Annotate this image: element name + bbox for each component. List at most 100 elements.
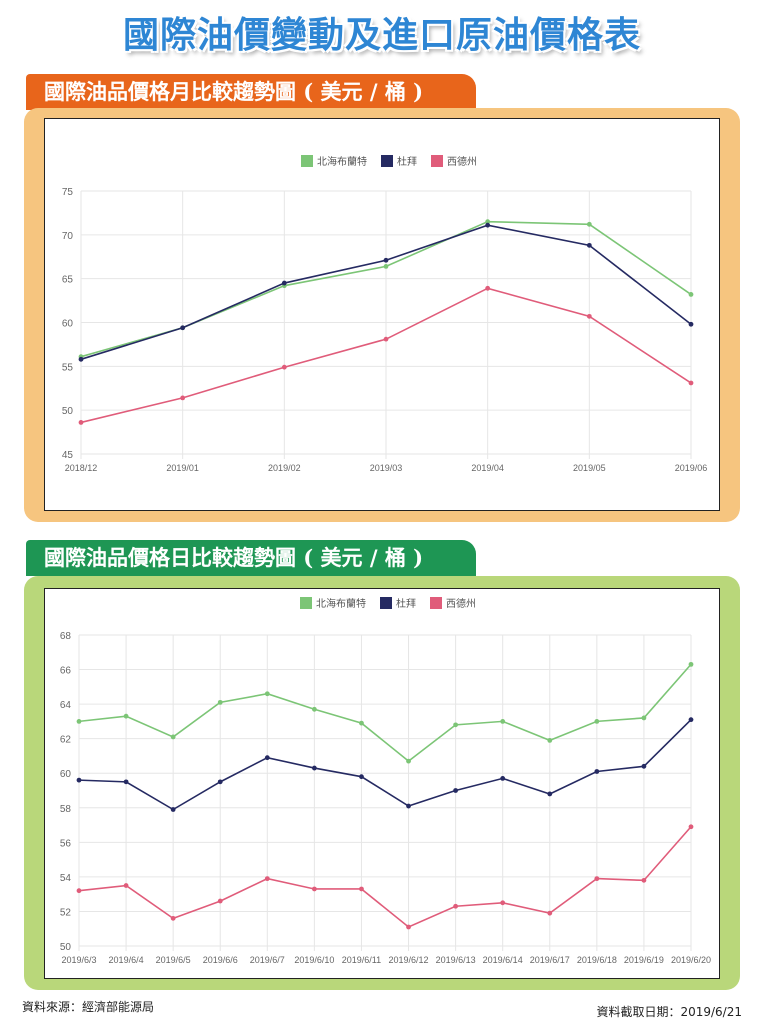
y-tick-label: 54: [60, 873, 72, 884]
y-tick-label: 64: [60, 700, 72, 711]
data-point: [485, 219, 491, 225]
y-tick-label: 65: [62, 275, 74, 286]
data-point: [500, 718, 506, 724]
data-point: [311, 886, 317, 892]
y-tick-label: 50: [62, 406, 74, 417]
data-point: [688, 321, 694, 327]
data-point: [594, 718, 600, 724]
data-point: [359, 886, 364, 892]
data-point: [641, 715, 647, 721]
x-tick-label: 2019/03: [370, 463, 403, 473]
data-point: [383, 336, 389, 342]
data-point: [217, 699, 223, 705]
data-point: [641, 877, 647, 883]
data-point: [688, 292, 694, 297]
data-point: [217, 779, 223, 785]
data-point: [586, 221, 592, 227]
data-point: [688, 717, 694, 723]
data-point: [453, 903, 459, 909]
data-point: [180, 395, 186, 401]
data-point: [586, 242, 592, 248]
x-tick-label: 2019/6/19: [624, 955, 664, 965]
y-tick-label: 68: [60, 631, 72, 642]
data-point: [500, 900, 506, 906]
data-point: [383, 263, 389, 269]
data-point: [406, 758, 411, 764]
legend-label: 西德州: [447, 155, 477, 168]
x-tick-label: 2019/02: [268, 463, 301, 473]
legend-swatch: [301, 155, 313, 167]
data-point: [485, 285, 491, 291]
x-tick-label: 2018/12: [65, 463, 98, 473]
data-point: [170, 915, 176, 921]
monthly-chart-heading: 國際油品價格月比較趨勢圖 ( 美元 / 桶 ): [26, 74, 476, 110]
legend-swatch: [380, 597, 392, 609]
data-point: [485, 222, 491, 228]
data-point: [594, 876, 600, 882]
data-point: [594, 769, 600, 774]
legend-label: 北海布蘭特: [317, 155, 367, 168]
data-point: [281, 364, 287, 370]
data-point: [688, 824, 694, 830]
data-point: [123, 779, 129, 785]
legend-swatch: [381, 155, 393, 167]
data-point: [406, 803, 411, 809]
series: [76, 824, 694, 930]
y-tick-label: 45: [62, 450, 74, 461]
data-point: [76, 777, 82, 783]
data-point: [180, 325, 186, 331]
data-point: [76, 718, 82, 724]
data-point: [547, 910, 553, 916]
series-line: [78, 663, 692, 763]
x-tick-label: 2019/6/11: [342, 955, 381, 965]
data-point: [547, 737, 553, 743]
data-point: [586, 313, 592, 319]
legend-label: 西德州: [446, 597, 476, 610]
data-point: [78, 356, 84, 362]
x-tick-label: 2019/6/13: [436, 955, 476, 965]
y-tick-label: 52: [60, 907, 72, 918]
data-point: [170, 807, 176, 812]
data-point: [311, 706, 317, 712]
data-point: [78, 420, 84, 425]
x-tick-label: 2019/05: [573, 463, 606, 473]
y-tick-label: 50: [60, 942, 72, 953]
data-point: [453, 722, 459, 728]
chart-legend: 北海布蘭特 杜拜 西德州: [301, 155, 477, 168]
y-tick-label: 66: [60, 666, 72, 677]
y-tick-label: 60: [62, 319, 74, 330]
series: [78, 285, 694, 425]
data-point: [406, 924, 411, 930]
daily-chart-frame: 50 52 54 56 58 60 62 64 66 68 2019/6/3 2019/6/4 2019…: [44, 588, 720, 979]
daily-price-chart: 50 52 54 56 58 60 62 64 66 68 2019/6/3 2019/6/4 2019…: [60, 597, 711, 965]
data-point: [547, 791, 553, 797]
data-point: [123, 883, 129, 888]
data-point: [264, 876, 270, 882]
series: [76, 717, 694, 812]
data-point: [453, 788, 459, 793]
legend-label: 杜拜: [397, 155, 417, 168]
data-source: 資料來源：經濟部能源局: [22, 1000, 155, 1014]
y-tick-label: 55: [62, 362, 74, 373]
data-point: [641, 763, 647, 769]
data-point: [217, 898, 223, 904]
data-point: [281, 280, 287, 286]
x-tick-label: 2019/6/7: [250, 955, 285, 965]
series-line: [78, 826, 692, 928]
data-point: [359, 720, 364, 726]
series: [76, 661, 694, 764]
monthly-price-chart: 45 50 55 60 65 70 75 2018/12 2019/01 2019/02 2019/…: [62, 155, 707, 473]
y-tick-label: 70: [62, 231, 74, 242]
data-point: [688, 661, 694, 667]
y-tick-label: 75: [62, 187, 74, 198]
page-title: 國際油價變動及進口原油價格表: [122, 15, 641, 56]
legend-swatch: [430, 597, 442, 609]
chart-legend: 北海布蘭特 杜拜 西德州: [300, 597, 476, 610]
retrieval-date: 資料截取日期：2019/6/21: [596, 1005, 742, 1019]
x-tick-label: 2019/04: [471, 463, 504, 473]
x-tick-label: 2019/6/3: [61, 955, 96, 965]
data-point: [688, 380, 694, 386]
data-point: [264, 691, 270, 697]
x-tick-label: 2019/6/14: [483, 955, 523, 965]
y-tick-label: 58: [60, 804, 72, 815]
